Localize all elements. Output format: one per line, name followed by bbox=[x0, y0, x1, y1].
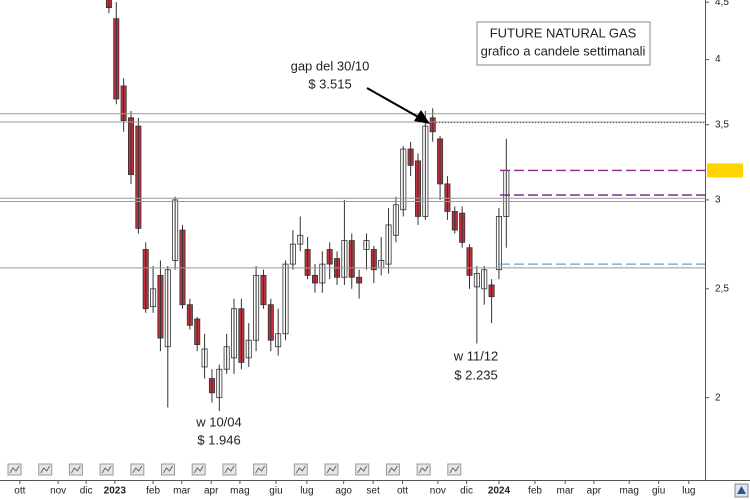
x-tick-label: apr bbox=[587, 486, 602, 497]
x-tick-label: feb bbox=[146, 486, 160, 497]
chart-title: FUTURE NATURAL GAS bbox=[490, 25, 637, 40]
y-tick-label: 3 bbox=[715, 195, 721, 206]
annotation: $ 3.515 bbox=[308, 76, 351, 91]
x-tick-label: nov bbox=[430, 486, 446, 497]
toolbar-icon-glyph bbox=[418, 465, 429, 474]
x-tick-label: lug bbox=[682, 486, 695, 497]
x-tick-label: giu bbox=[269, 486, 282, 497]
y-tick-label: 2,5 bbox=[715, 283, 729, 294]
x-tick-label: dic bbox=[80, 486, 93, 497]
x-tick-label: feb bbox=[528, 486, 542, 497]
title-box bbox=[476, 21, 651, 66]
toolbar-icon-glyph bbox=[40, 465, 51, 474]
price-tag bbox=[707, 163, 743, 178]
x-tick-label: mar bbox=[557, 486, 575, 497]
toolbar-icon-glyph bbox=[224, 465, 235, 474]
annotation: gap del 30/10 bbox=[291, 58, 370, 73]
y-tick-label: 2 bbox=[715, 392, 721, 403]
x-tick-label: mag bbox=[619, 486, 638, 497]
toolbar-icon-glyph bbox=[163, 465, 173, 474]
x-tick-label: lug bbox=[300, 486, 313, 497]
x-tick-label: apr bbox=[204, 486, 219, 497]
x-tick-label: ott bbox=[397, 486, 408, 497]
chart-subtitle: grafico a candele settimanali bbox=[481, 43, 646, 58]
toolbar-icon-glyph bbox=[70, 465, 81, 474]
toolbar-icon-glyph bbox=[387, 465, 398, 474]
x-tick-label: 2024 bbox=[488, 486, 511, 497]
annotation: $ 1.946 bbox=[197, 432, 240, 447]
annotation: w 11/12 bbox=[453, 348, 499, 363]
annotation: $ 2.235 bbox=[454, 367, 497, 382]
toolbar-icon-glyph bbox=[193, 465, 204, 474]
annotation: w 10/04 bbox=[195, 414, 242, 429]
arrow-head bbox=[414, 110, 430, 124]
toolbar-icon-glyph bbox=[9, 465, 20, 474]
y-tick-label: 3,5 bbox=[715, 119, 729, 130]
corner-icon bbox=[737, 486, 746, 494]
y-tick-label: 4 bbox=[715, 54, 721, 65]
toolbar-icon-glyph bbox=[449, 465, 460, 474]
toolbar-icon-glyph bbox=[101, 465, 112, 474]
toolbar-icon-glyph bbox=[255, 465, 266, 474]
x-tick-label: dic bbox=[460, 486, 473, 497]
x-tick-label: nov bbox=[50, 486, 66, 497]
y-tick-label: 4,5 bbox=[715, 0, 729, 8]
x-tick-label: giu bbox=[652, 486, 665, 497]
x-tick-label: ago bbox=[335, 486, 352, 497]
toolbar-icon-glyph bbox=[295, 465, 306, 474]
x-tick-label: ott bbox=[14, 486, 25, 497]
x-tick-label: 2023 bbox=[104, 486, 127, 497]
toolbar-icon-glyph bbox=[326, 465, 337, 474]
arrow bbox=[366, 87, 421, 119]
toolbar-icons bbox=[7, 463, 462, 476]
x-tick-label: set bbox=[366, 486, 380, 497]
toolbar-icon-glyph bbox=[357, 465, 368, 474]
x-tick-label: mar bbox=[173, 486, 191, 497]
x-tick-label: mag bbox=[230, 486, 249, 497]
toolbar-icon-glyph bbox=[132, 465, 143, 474]
